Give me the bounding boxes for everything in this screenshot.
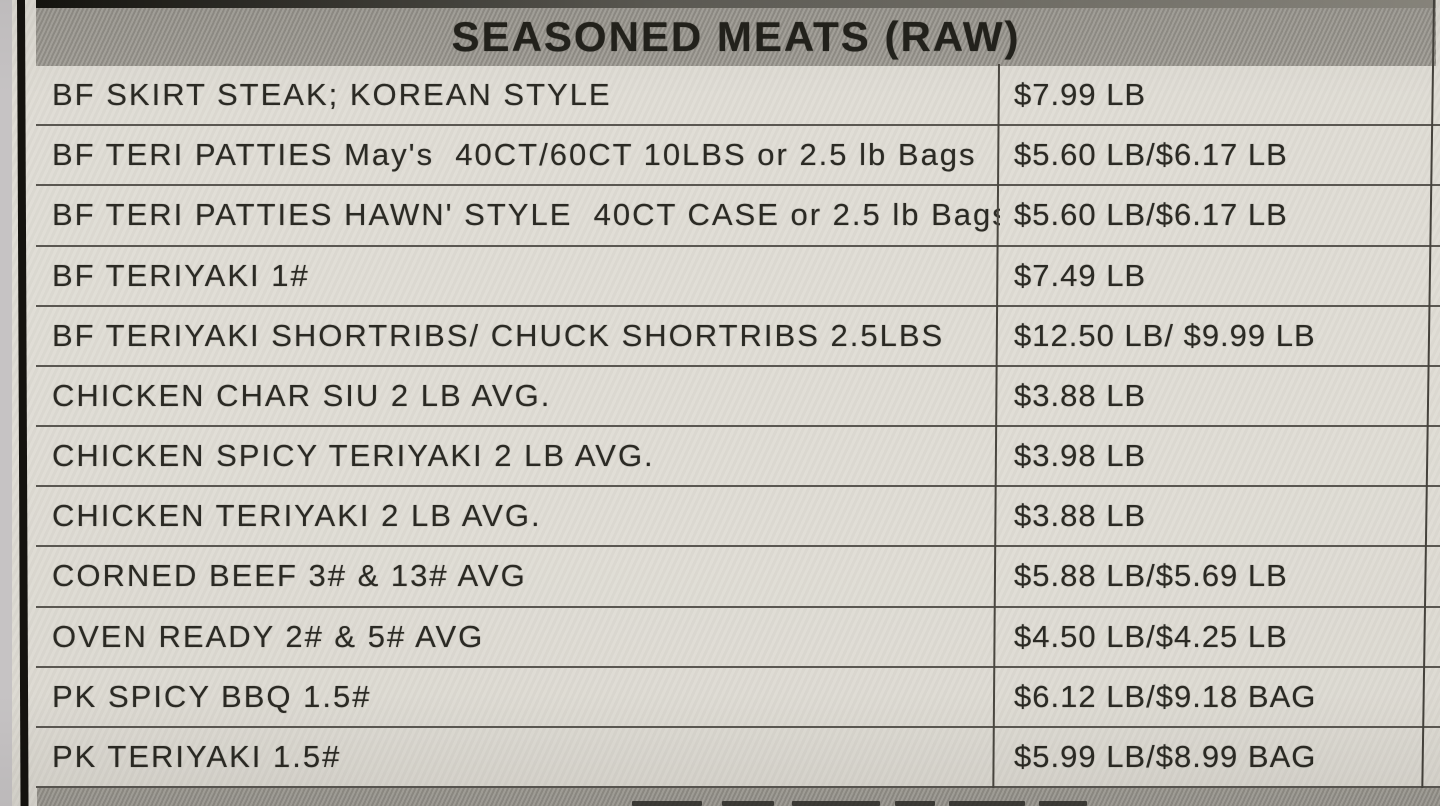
table-row: OVEN READY 2# & 5# AVG $4.50 LB/$4.25 LB [36,605,1440,666]
item-cell: CHICKEN SPICY TERIYAKI 2 LB AVG. [52,438,655,474]
price-table: BF SKIRT STEAK; KOREAN STYLE $7.99 LB BF… [36,66,1440,788]
item-cell: BF SKIRT STEAK; KOREAN STYLE [52,77,612,113]
item-cell: PK SPICY BBQ 1.5# [52,678,372,714]
table-row: BF SKIRT STEAK; KOREAN STYLE $7.99 LB [36,66,1440,124]
section-title: SEASONED MEATS (RAW) [451,13,1021,60]
table-row: BF TERI PATTIES HAWN' STYLE 40CT CASE or… [36,184,1440,244]
item-cell: BF TERIYAKI SHORTRIBS/ CHUCK SHORTRIBS 2… [52,317,945,353]
table-row: BF TERI PATTIES May's 40CT/60CT 10LBS or… [36,124,1440,184]
price-sheet-paper: SEASONED MEATS (RAW) BF SKIRT STEAK; KOR… [12,0,1440,806]
price-cell: $5.99 LB/$8.99 BAG [1014,738,1317,774]
price-cell: $3.88 LB [1014,377,1147,413]
price-cell: $12.50 LB/ $9.99 LB [1014,317,1316,353]
item-cell: CORNED BEEF 3# & 13# AVG [52,558,527,594]
price-cell: $4.50 LB/$4.25 LB [1014,618,1288,654]
item-cell: BF TERIYAKI 1# [52,257,310,293]
item-cell: BF TERI PATTIES HAWN' STYLE 40CT CASE or… [52,197,1000,233]
price-cell: $5.88 LB/$5.69 LB [1014,558,1288,594]
table-row: PK TERIYAKI 1.5# $5.99 LB/$8.99 BAG [36,725,1440,786]
item-cell: PK TERIYAKI 1.5# [52,738,342,774]
table-row: CORNED BEEF 3# & 13# AVG $5.88 LB/$5.69 … [36,545,1440,605]
clipped-header-text-fragment [949,801,1025,806]
table-row: CHICKEN SPICY TERIYAKI 2 LB AVG. $3.98 L… [36,425,1440,485]
table-row: BF TERIYAKI SHORTRIBS/ CHUCK SHORTRIBS 2… [36,304,1440,365]
table-top-border [36,0,1436,8]
table-row: PK SPICY BBQ 1.5# $6.12 LB/$9.18 BAG [36,665,1440,726]
clipped-header-text-fragment [895,801,935,806]
price-cell: $7.99 LB [1014,77,1147,113]
item-cell: OVEN READY 2# & 5# AVG [52,618,485,654]
price-cell: $3.88 LB [1014,498,1147,534]
table-row: BF TERIYAKI 1# $7.49 LB [36,244,1440,305]
price-cell: $6.12 LB/$9.18 BAG [1014,678,1317,714]
next-section-bar-partial [37,788,1440,806]
clipped-header-text-fragment [792,801,880,806]
price-cell: $7.49 LB [1014,257,1147,293]
table-row: CHICKEN CHAR SIU 2 LB AVG. $3.88 LB [36,364,1440,425]
item-cell: CHICKEN TERIYAKI 2 LB AVG. [52,498,542,534]
price-cell: $5.60 LB/$6.17 LB [1014,137,1288,173]
price-cell: $5.60 LB/$6.17 LB [1014,197,1288,233]
table-row: CHICKEN TERIYAKI 2 LB AVG. $3.88 LB [36,485,1440,545]
clipped-header-text-fragment [1039,801,1087,806]
section-header-bar: SEASONED MEATS (RAW) [36,8,1436,66]
item-cell: BF TERI PATTIES May's 40CT/60CT 10LBS or… [52,137,977,173]
item-cell: CHICKEN CHAR SIU 2 LB AVG. [52,377,552,413]
price-cell: $3.98 LB [1014,438,1147,474]
clipped-header-text-fragment [722,801,774,806]
clipped-header-text-fragment [632,801,702,806]
